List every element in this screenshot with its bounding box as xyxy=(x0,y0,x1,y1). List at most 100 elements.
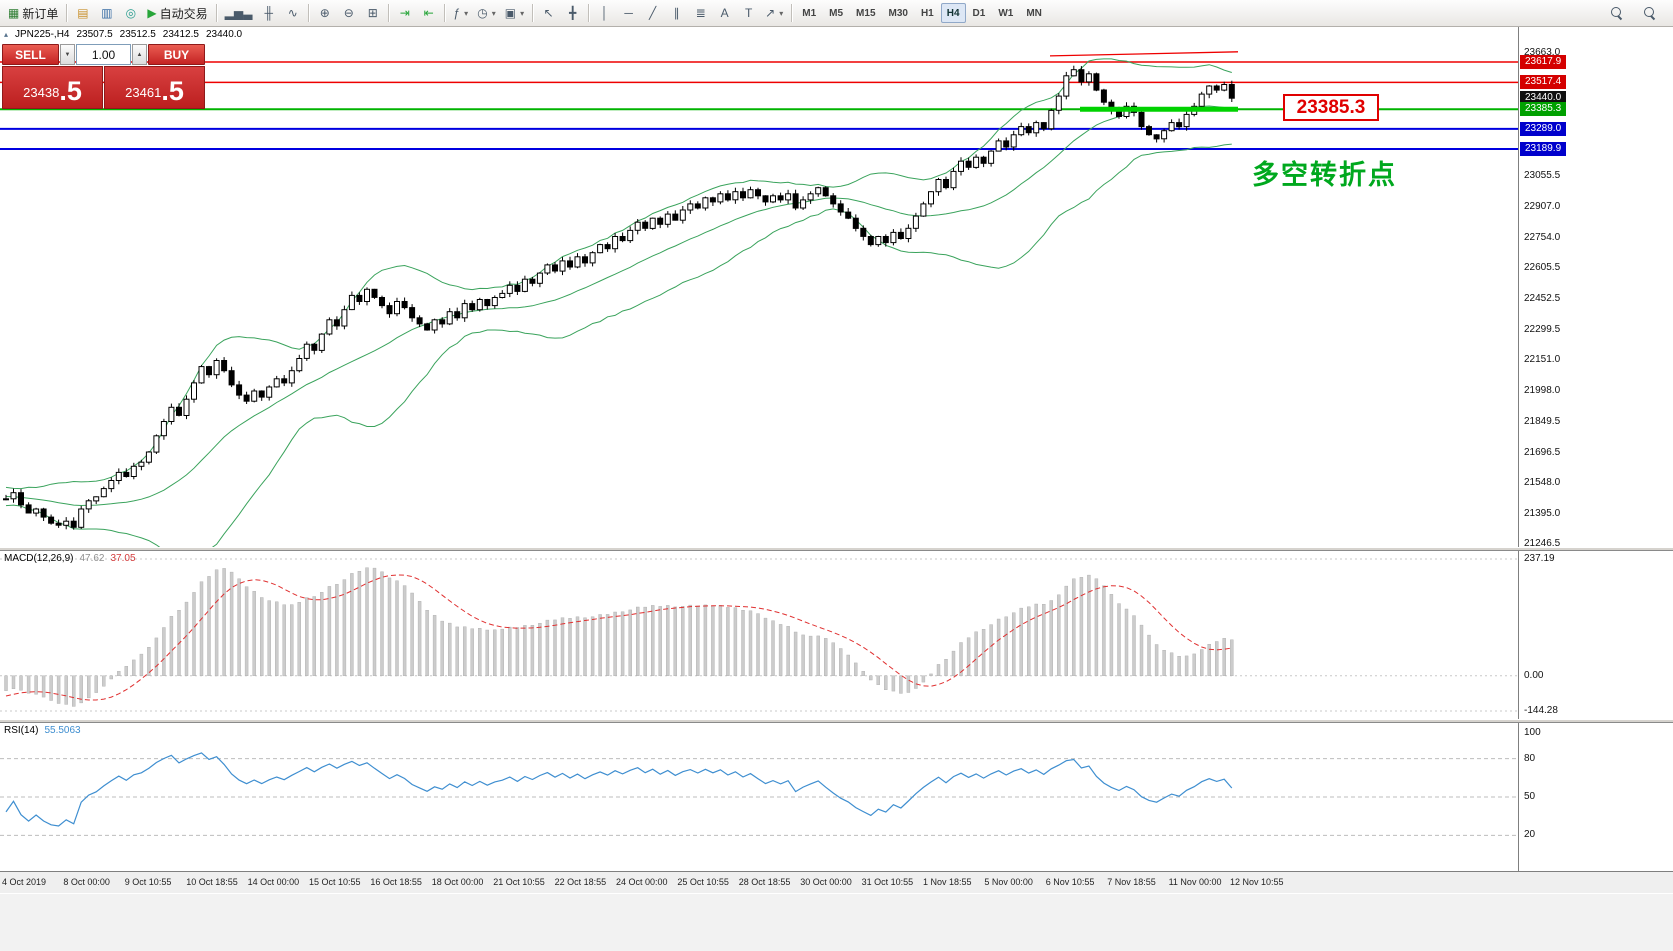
zoom-in-icon: ⊕ xyxy=(319,6,330,20)
sell-button[interactable]: SELL xyxy=(2,44,59,65)
candle xyxy=(740,187,746,201)
pane-separator[interactable] xyxy=(0,719,1673,723)
time-tick-label: 21 Oct 10:55 xyxy=(493,877,545,887)
timeframe-m5-button[interactable]: M5 xyxy=(829,7,844,19)
zoom-out-button[interactable]: ⊖ xyxy=(337,2,360,24)
macd-canvas[interactable] xyxy=(0,551,1518,719)
zoom-in-button[interactable]: ⊕ xyxy=(313,2,336,24)
data-window-button[interactable]: ▥ xyxy=(95,2,118,24)
navigator-button[interactable]: ◎ xyxy=(119,2,142,24)
candle xyxy=(958,157,964,176)
candle xyxy=(973,154,980,169)
candle xyxy=(333,316,340,330)
price-level-badge: 23189.9 xyxy=(1520,142,1567,157)
trendline-button[interactable]: ╱ xyxy=(641,2,664,24)
candle xyxy=(928,191,934,208)
vertical-line-button[interactable]: │ xyxy=(593,2,616,24)
bottom-filler xyxy=(0,894,1673,951)
timeframe-m30-button[interactable]: M30 xyxy=(888,7,908,19)
timeframe-w1-button[interactable]: W1 xyxy=(998,7,1014,19)
candle xyxy=(1183,110,1190,131)
horizontal-line-icon: ─ xyxy=(624,6,633,20)
candle xyxy=(93,496,100,505)
text-label-button[interactable]: T xyxy=(737,2,760,24)
timeframe-m15-button[interactable]: M15 xyxy=(856,7,876,19)
price-level-annotation[interactable]: 23385.3 xyxy=(1283,94,1379,121)
candle xyxy=(1146,124,1152,136)
symbol-search-button[interactable] xyxy=(1638,2,1661,24)
sell-price-display[interactable]: 23438.5 xyxy=(2,66,103,109)
indicators-button[interactable]: ƒ ▾ xyxy=(449,2,472,24)
sell-price-pips: .5 xyxy=(59,76,82,106)
candle xyxy=(988,150,995,167)
buy-price-display[interactable]: 23461.5 xyxy=(104,66,205,109)
search-button[interactable] xyxy=(1605,2,1628,24)
templates-button[interactable]: ▣ ▾ xyxy=(501,2,528,24)
bar-chart-button[interactable]: ▂▅▃ xyxy=(221,2,257,24)
auto-scroll-button[interactable]: ⇥ xyxy=(393,2,416,24)
candle xyxy=(536,272,543,288)
line-chart-icon: ∿ xyxy=(287,6,298,20)
candle xyxy=(499,290,506,299)
toolbar-separator xyxy=(388,4,390,22)
rsi-canvas[interactable] xyxy=(0,723,1518,871)
search-icon xyxy=(1610,7,1623,19)
pane-separator[interactable] xyxy=(0,547,1673,551)
macd-label: MACD(12,26,9) xyxy=(4,553,74,564)
symbol-search-icon xyxy=(1643,7,1656,19)
chevron-down-icon: ▾ xyxy=(779,8,784,18)
arrow-tools-button[interactable]: ↗ ▾ xyxy=(761,2,787,24)
cursor-button[interactable]: ↖ xyxy=(537,2,560,24)
macd-axis[interactable]: 237.19 0.00 -144.28 xyxy=(1518,551,1673,719)
candlestick-chart-button[interactable]: ╫ xyxy=(257,2,280,24)
line-chart-button[interactable]: ∿ xyxy=(281,2,304,24)
equidistant-channel-button[interactable]: ∥ xyxy=(665,2,688,24)
bar-chart-icon: ▂▅▃ xyxy=(224,6,253,20)
periods-button[interactable]: ◷ ▾ xyxy=(473,2,500,24)
candle xyxy=(213,358,220,379)
candle xyxy=(311,342,318,355)
price-axis[interactable]: 23663.0 23055.5 22907.0 22754.0 22605.5 22452… xyxy=(1518,27,1673,549)
auto-trading-icon: ▶ xyxy=(147,6,157,20)
candle xyxy=(1070,65,1077,77)
symbol-timeframe-label: JPN225-,H4 xyxy=(15,29,70,40)
pivot-point-annotation[interactable]: 多空转折点 xyxy=(1252,160,1397,190)
timeframe-d1-button[interactable]: D1 xyxy=(972,7,986,19)
candle xyxy=(943,176,949,190)
new-order-button[interactable]: ▦ 新订单 xyxy=(4,2,62,24)
buy-button[interactable]: BUY xyxy=(148,44,205,65)
rsi-axis[interactable]: 100 80 50 20 xyxy=(1518,723,1673,871)
candle xyxy=(1085,71,1092,86)
timeframe-mn-button[interactable]: MN xyxy=(1026,7,1042,19)
volume-decrease-button[interactable]: ▼ xyxy=(60,44,75,65)
toolbar-separator xyxy=(66,4,68,22)
text-button[interactable]: A xyxy=(713,2,736,24)
volume-increase-button[interactable]: ▲ xyxy=(132,44,147,65)
price-chart-canvas[interactable] xyxy=(0,27,1518,547)
auto-trading-button[interactable]: ▶ 自动交易 xyxy=(143,2,211,24)
time-axis[interactable]: 4 Oct 2019 8 Oct 00:00 9 Oct 10:55 10 Oct 1… xyxy=(0,871,1673,893)
candle xyxy=(168,403,175,425)
market-watch-button[interactable]: ▤ xyxy=(71,2,94,24)
price-tick-label: 22299.5 xyxy=(1524,324,1561,336)
candle xyxy=(78,505,85,529)
volume-input[interactable] xyxy=(76,44,131,65)
candle xyxy=(830,193,837,208)
chart-shift-button[interactable]: ⇤ xyxy=(417,2,440,24)
candle xyxy=(123,468,130,478)
candle xyxy=(664,211,671,228)
horizontal-line-button[interactable]: ─ xyxy=(617,2,640,24)
candle xyxy=(1010,130,1017,151)
candle xyxy=(732,187,739,204)
price-level-badge: 23617.9 xyxy=(1520,54,1567,69)
candle xyxy=(288,366,295,387)
templates-icon: ▣ xyxy=(504,6,517,20)
macd-main-value: 47.62 xyxy=(79,553,105,564)
timeframe-m1-button[interactable]: M1 xyxy=(802,7,817,19)
crosshair-button[interactable]: ╋ xyxy=(561,2,584,24)
timeframe-h1-button[interactable]: H1 xyxy=(920,7,934,19)
fibonacci-retracement-button[interactable]: ≣ xyxy=(689,2,712,24)
tile-windows-button[interactable]: ⊞ xyxy=(361,2,384,24)
candle xyxy=(905,224,912,243)
timeframe-h4-button[interactable]: H4 xyxy=(940,3,966,23)
